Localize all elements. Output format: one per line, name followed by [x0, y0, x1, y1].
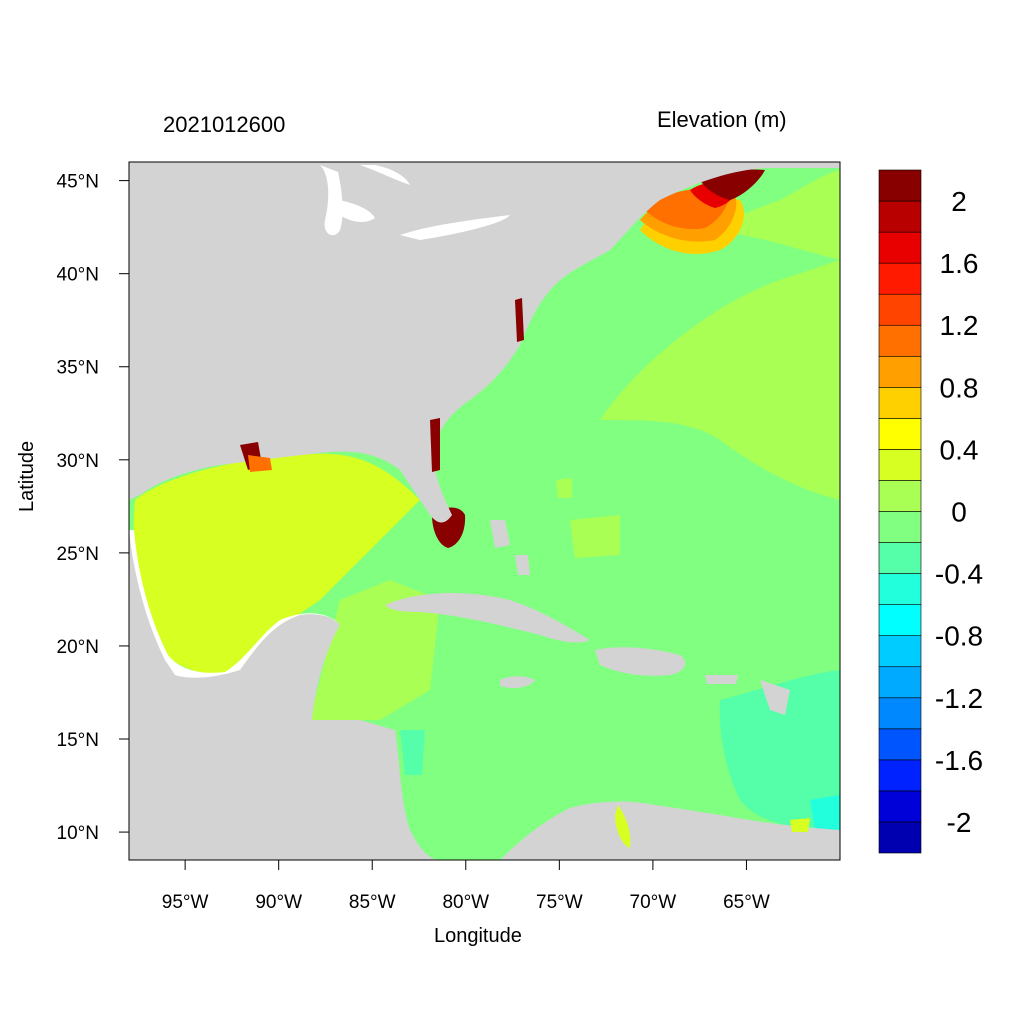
- colorbar-bin: [878, 821, 922, 854]
- lake-michigan: [320, 165, 343, 236]
- colorbar-bin: [878, 728, 922, 761]
- colorbar: 2 1.6 1.2 0.8 0.4 0 -0.4 -0.8 -1.2 -1.6 -2: [878, 169, 983, 854]
- eastern-caribbean-negative: [719, 670, 840, 830]
- date-label: 2021012600: [163, 112, 286, 137]
- colorbar-bin: [878, 293, 922, 326]
- lat-tick-label: 15°N: [57, 730, 99, 751]
- ocean-positive-region-n: [700, 170, 840, 260]
- x-axis-label: Longitude: [434, 925, 522, 947]
- honduras-negative: [400, 730, 425, 775]
- colorbar-bin: [878, 697, 922, 730]
- colorbar-bin: [878, 231, 922, 264]
- gulf-of-mexico-region: [133, 453, 420, 674]
- ocean-positive-patch: [570, 515, 620, 558]
- colorbar-bin: [878, 449, 922, 481]
- lat-tick-label: 40°N: [57, 265, 99, 286]
- colorbar-label: 1.6: [940, 248, 979, 279]
- colorbar-bin: [878, 387, 922, 419]
- lat-tick-label: 20°N: [57, 637, 99, 658]
- colorbar-bin: [878, 635, 922, 668]
- lat-tick-label: 45°N: [57, 172, 99, 193]
- colorbar-label: -1.6: [935, 745, 983, 776]
- lon-tick-label: 70°W: [630, 892, 677, 913]
- latitude-ticks: 45°N 40°N 35°N 30°N 25°N 20°N 15°N 10°N: [57, 172, 129, 844]
- lon-tick-label: 95°W: [162, 892, 209, 913]
- ocean-positive-region-ne: [600, 260, 840, 500]
- lon-tick-label: 85°W: [349, 892, 396, 913]
- lat-tick-label: 35°N: [57, 358, 99, 379]
- colorbar-label: 1.2: [940, 310, 979, 341]
- lat-tick-label: 10°N: [57, 823, 99, 844]
- lake-erie: [400, 215, 510, 240]
- colorbar-bin: [878, 604, 922, 636]
- lat-tick-label: 30°N: [57, 451, 99, 472]
- colorbar-label: -0.8: [935, 621, 983, 652]
- bahamas-land: [490, 520, 510, 548]
- chesapeake-coast-max: [515, 298, 524, 342]
- colorbar-bin: [878, 666, 922, 699]
- colorbar-bin: [878, 169, 922, 202]
- ocean-positive-patch-2: [556, 478, 572, 498]
- colorbar-bin: [878, 200, 922, 233]
- lon-tick-label: 75°W: [536, 892, 583, 913]
- south-america-land: [500, 801, 840, 860]
- plot-frame: [128, 161, 841, 861]
- colorbar-bin: [878, 790, 922, 823]
- colorbar-bin: [878, 480, 922, 512]
- longitude-ticks: 95°W 90°W 85°W 80°W 75°W 70°W 65°W: [162, 860, 770, 913]
- bahamas-land-2: [515, 555, 530, 575]
- colorbar-bin: [878, 324, 922, 357]
- north-america-land: [129, 162, 840, 523]
- map-plot-area: [129, 162, 840, 860]
- colorbar-label: -2: [947, 807, 972, 838]
- maracaibo-lake: [615, 805, 631, 848]
- caribbean-west-region: [310, 580, 440, 720]
- colorbar-label: 0: [951, 497, 967, 528]
- lon-tick-label: 90°W: [255, 892, 302, 913]
- lake-huron: [360, 165, 410, 185]
- colorbar-bin: [878, 355, 922, 388]
- colorbar-bin: [878, 418, 922, 450]
- colorbar-bin: [878, 573, 922, 605]
- hispaniola-land: [595, 647, 686, 676]
- colorbar-bin: [878, 759, 922, 792]
- cuba-land: [385, 593, 590, 643]
- colorbar-label: 2: [951, 186, 967, 217]
- lat-tick-label: 25°N: [57, 544, 99, 565]
- puerto-rico-land: [705, 675, 738, 684]
- lon-tick-label: 65°W: [723, 892, 770, 913]
- mexico-central-america-land: [129, 530, 440, 860]
- lake-huron-bay: [340, 200, 375, 222]
- colorbar-label: 0.8: [940, 372, 979, 403]
- variable-label: Elevation (m): [657, 107, 787, 132]
- colorbar-bin: [878, 542, 922, 574]
- orinoco-patch: [790, 818, 810, 832]
- lesser-antilles-land: [760, 680, 790, 715]
- colorbar-label: -0.4: [935, 559, 983, 590]
- jamaica-land: [500, 676, 535, 688]
- louisiana-coast-orange: [248, 455, 272, 472]
- colorbar-bin: [878, 511, 922, 543]
- colorbar-bin: [878, 262, 922, 295]
- lon-tick-label: 80°W: [442, 892, 489, 913]
- colorbar-label: 0.4: [940, 434, 979, 465]
- georgia-coast-max: [430, 418, 440, 472]
- colorbar-label: -1.2: [935, 683, 983, 714]
